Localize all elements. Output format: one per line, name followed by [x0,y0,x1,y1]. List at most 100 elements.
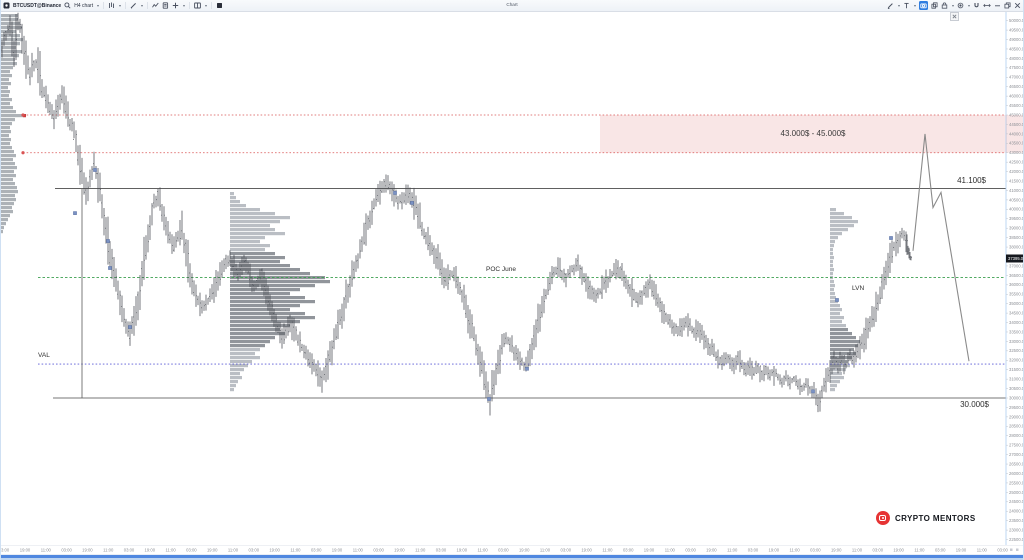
indicators-icon[interactable] [152,2,159,9]
draw-pencil-icon[interactable] [130,2,137,9]
ohlc-bars [1,12,912,416]
last-price-value: 37395.00 [1008,256,1024,261]
window-title: Chart [506,2,518,7]
chevron-down-icon[interactable] [183,4,186,7]
svg-text:11:00: 11:00 [478,548,489,553]
copy-icon[interactable] [931,2,938,9]
svg-text:34000.00: 34000.00 [1009,320,1024,325]
save-layout-icon[interactable] [216,2,223,9]
lock-icon[interactable] [941,2,948,9]
axis-maximize-icon[interactable] [1016,548,1019,552]
trade-marker[interactable] [73,211,77,215]
level-30000-label[interactable]: 30.000$ [960,400,989,409]
val-label[interactable]: VAL [38,352,50,359]
trade-marker[interactable] [811,389,815,394]
svg-text:03:00: 03:00 [997,548,1008,553]
chevron-down-icon[interactable] [119,4,122,7]
chevron-down-icon[interactable] [952,4,954,7]
svg-text:19:00: 19:00 [831,548,842,553]
svg-text:11:00: 11:00 [852,548,863,553]
trade-marker[interactable] [889,236,893,240]
projection-path[interactable] [912,133,970,362]
svg-text:30000.00: 30000.00 [1009,395,1024,400]
chevron-down-icon[interactable] [205,4,208,7]
svg-text:11:00: 11:00 [977,548,988,553]
templates-icon[interactable] [162,2,169,9]
level-41100-label[interactable]: 41.100$ [957,176,986,185]
chart-type-icon[interactable] [108,2,115,9]
trade-marker[interactable] [393,191,397,195]
svg-text:03:00: 03:00 [685,548,696,553]
trade-marker[interactable] [410,201,414,205]
brush-tool-icon[interactable] [887,2,894,9]
screenshot-camera-icon[interactable] [919,1,928,10]
svg-text:03:00: 03:00 [186,548,197,553]
trade-marker[interactable] [108,266,112,270]
eye-visibility-icon[interactable] [957,2,964,9]
chevron-down-icon[interactable] [898,4,900,7]
chart-pane[interactable] [0,11,1006,545]
magnet-icon[interactable] [973,2,980,9]
svg-text:48000.00: 48000.00 [1009,56,1024,61]
chevron-down-icon[interactable] [968,4,970,7]
close-icon[interactable] [1014,2,1021,9]
svg-text:19:00: 19:00 [706,548,717,553]
trade-marker[interactable] [835,298,839,302]
add-alert-icon[interactable] [172,2,179,9]
symbol-label[interactable]: BTCUSDT@Binance [13,2,62,9]
svg-text:19:00: 19:00 [145,548,156,553]
time-axis[interactable]: 3:00 19:00 11:00 03:00 19:00 11:00 03:00 19:00 1… [0,545,1024,554]
trade-marker[interactable] [525,366,529,371]
lvn-label[interactable]: LVN [852,285,864,292]
svg-text:36500.00: 36500.00 [1009,273,1024,278]
svg-text:42000.00: 42000.00 [1009,169,1024,174]
svg-text:23000.00: 23000.00 [1009,527,1024,532]
search-icon[interactable] [64,2,71,9]
svg-text:28500.00: 28500.00 [1009,424,1024,429]
trade-marker[interactable] [487,397,491,401]
svg-text:26000.00: 26000.00 [1009,471,1024,476]
svg-text:11:00: 11:00 [166,548,177,553]
chevron-down-icon[interactable] [141,4,144,7]
svg-text:35500.00: 35500.00 [1009,292,1024,297]
svg-text:44500.00: 44500.00 [1009,122,1024,127]
chevron-down-icon[interactable] [914,4,916,7]
svg-text:44000.00: 44000.00 [1009,131,1024,136]
svg-text:19:00: 19:00 [20,548,31,553]
legend-close-icon[interactable] [950,12,959,21]
text-tool-icon[interactable] [903,2,910,9]
branding-watermark: CRYPTO MENTORS [876,511,976,525]
arrows-resize-icon[interactable] [983,2,991,9]
svg-text:43000.00: 43000.00 [1009,150,1024,155]
trade-marker[interactable] [93,168,97,172]
svg-text:46000.00: 46000.00 [1009,94,1024,99]
zone-label[interactable]: 43.000$ - 45.000$ [781,129,846,138]
svg-text:11:00: 11:00 [415,548,426,553]
svg-text:11:00: 11:00 [353,548,364,553]
svg-text:40000.00: 40000.00 [1009,207,1024,212]
svg-text:36000.00: 36000.00 [1009,282,1024,287]
svg-text:11:00: 11:00 [228,548,239,553]
minimize-icon[interactable] [994,2,1001,9]
interval-selector[interactable]: H4 chart [74,2,94,9]
svg-text:03:00: 03:00 [623,548,634,553]
svg-text:43500.00: 43500.00 [1009,141,1024,146]
poc-june-label[interactable]: POC June [486,266,516,273]
trade-marker[interactable] [106,239,110,243]
trade-marker[interactable] [128,325,132,329]
supply-zone[interactable] [600,115,1024,153]
svg-text:03:00: 03:00 [249,548,260,553]
svg-text:32000.00: 32000.00 [1009,358,1024,363]
layout-icon[interactable] [194,2,201,9]
svg-text:29000.00: 29000.00 [1009,414,1024,419]
windows-restore-icon[interactable] [1004,2,1011,9]
axis-settings-icon[interactable] [1010,548,1013,552]
toolbar-right-group [887,1,1021,10]
svg-text:19:00: 19:00 [394,548,405,553]
price-axis[interactable]: 50000.00 49500.00 49000.00 48500.00 48000.00… [1005,11,1024,554]
chevron-down-icon[interactable] [97,4,100,7]
app-logo-icon[interactable] [3,2,10,9]
svg-text:11:00: 11:00 [290,548,301,553]
